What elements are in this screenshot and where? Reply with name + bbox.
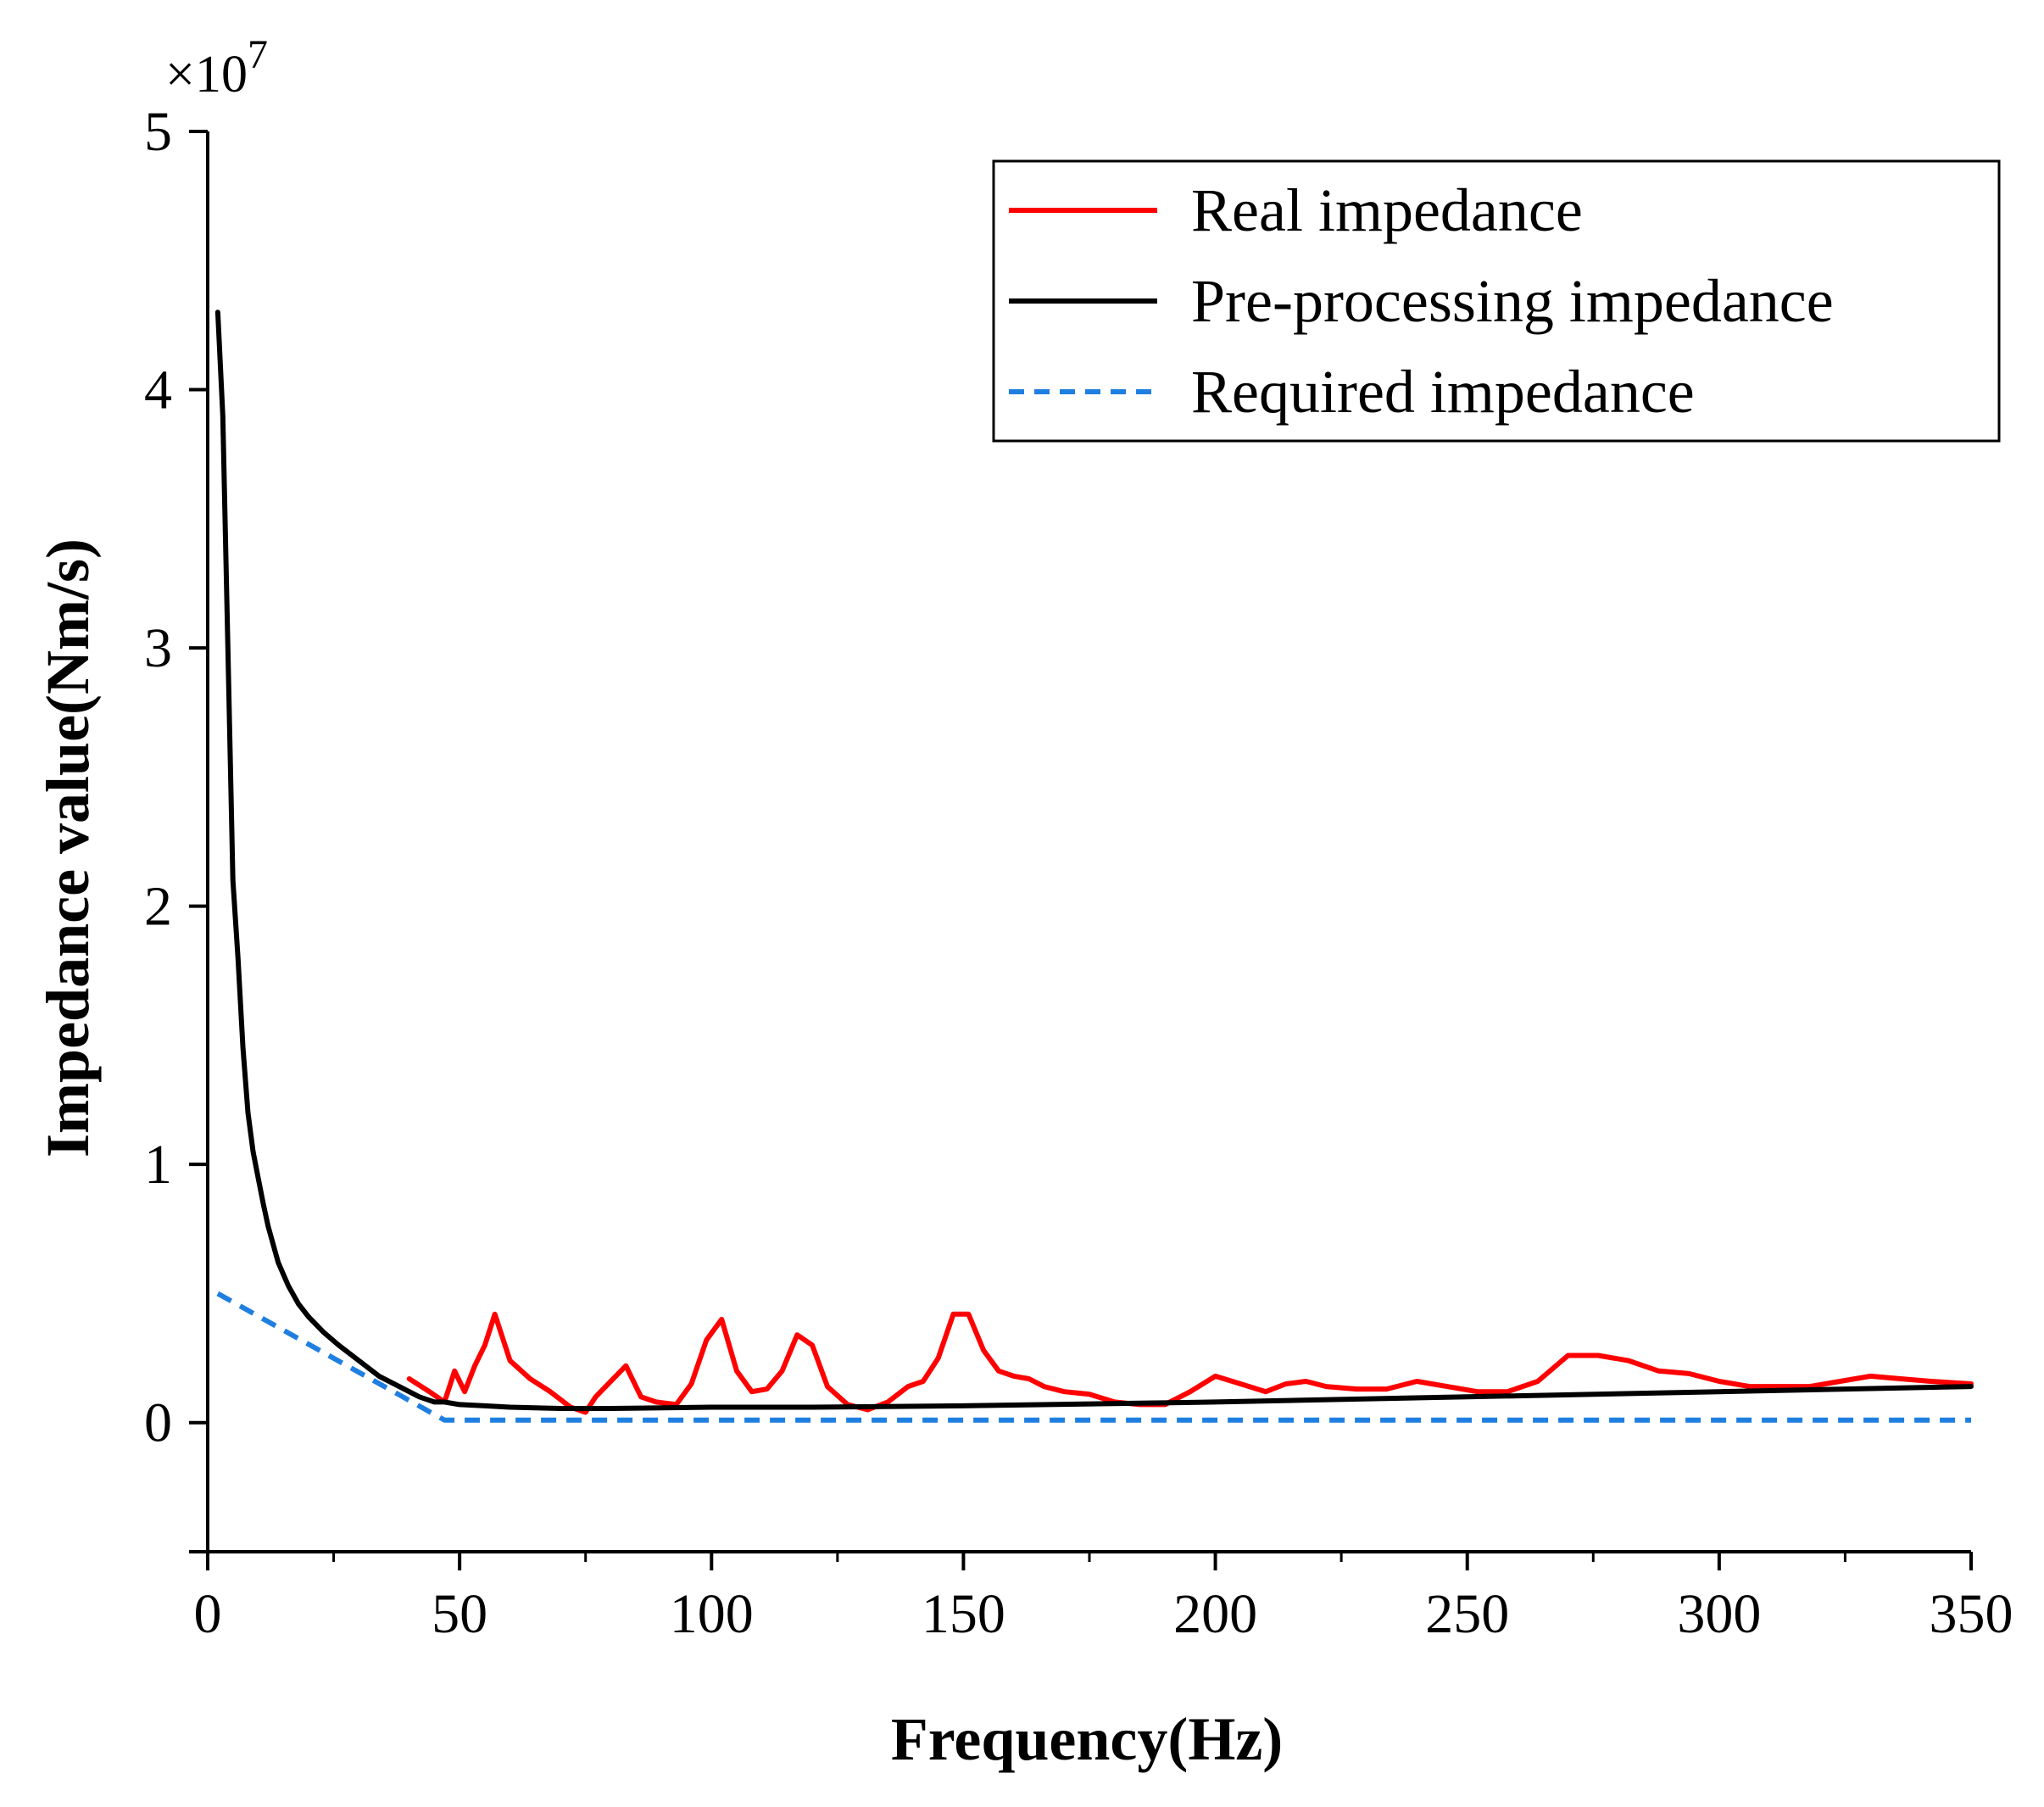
y-tick-label: 4: [144, 360, 172, 421]
x-tick-label: 0: [194, 1583, 222, 1645]
legend: Real impedance Pre-processing impedance …: [992, 159, 2001, 443]
y-axis-multiplier-exponent: 7: [248, 32, 268, 77]
y-axis-multiplier-base: ×10: [165, 46, 248, 103]
x-tick-label: 250: [1425, 1583, 1509, 1645]
legend-label-real: Real impedance: [1191, 176, 1583, 244]
y-tick-label: 5: [144, 101, 172, 163]
y-axis-ticks: 0 1 2 3 4 5: [144, 101, 208, 1553]
y-tick-label: 1: [144, 1134, 172, 1196]
x-tick-label: 50: [432, 1583, 487, 1645]
y-axis-multiplier: ×107: [165, 32, 268, 103]
y-axis-title: Impedance value(Nm/s): [34, 538, 102, 1157]
x-tick-label: 100: [670, 1583, 754, 1645]
series-line-pre-processing-impedance: [214, 310, 1974, 1411]
x-tick-label: 150: [922, 1583, 1005, 1645]
y-tick-label: 0: [144, 1392, 172, 1454]
x-tick-label: 200: [1173, 1583, 1257, 1645]
x-tick-label: 300: [1677, 1583, 1761, 1645]
legend-box: [992, 159, 2001, 443]
x-axis-ticks: 0 50 100 150 200 250 300 350: [194, 1552, 2013, 1645]
x-axis-title: Frequency(Hz): [891, 1705, 1284, 1773]
legend-label-pre-processing: Pre-processing impedance: [1191, 267, 1834, 335]
y-tick-label: 3: [144, 617, 172, 679]
series-line-real-impedance: [406, 1311, 1974, 1415]
y-tick-label: 2: [144, 876, 172, 938]
series-line-required-impedance: [216, 1291, 1971, 1423]
x-tick-label: 350: [1930, 1583, 2013, 1645]
plot-area: [214, 310, 1974, 1423]
legend-label-required: Required impedance: [1191, 358, 1695, 426]
